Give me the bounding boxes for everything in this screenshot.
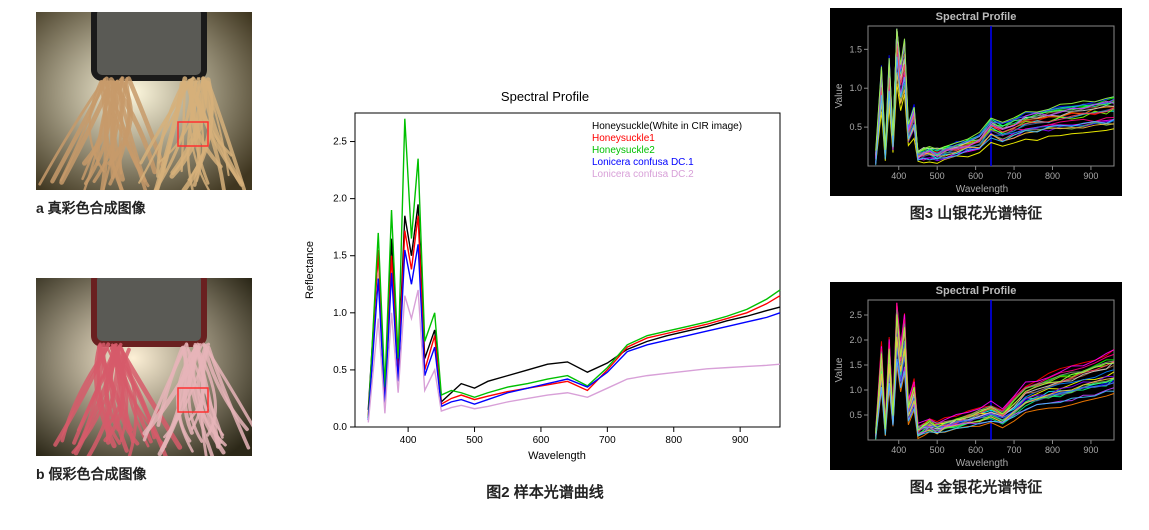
svg-text:2.5: 2.5 (333, 137, 347, 148)
svg-text:2.0: 2.0 (849, 335, 862, 345)
svg-text:900: 900 (732, 435, 749, 446)
false-color-composite-image (36, 278, 252, 456)
svg-text:400: 400 (891, 171, 906, 181)
svg-text:1.0: 1.0 (849, 385, 862, 395)
chart2-caption: 图2 样本光谱曲线 (295, 481, 795, 502)
svg-text:Wavelength: Wavelength (956, 184, 1008, 195)
spectral-profile-chart: Spectral Profile 400 500 600 700 800 900 0.0 0.5… (295, 85, 795, 475)
svg-text:Spectral Profile: Spectral Profile (501, 89, 589, 104)
svg-text:0.5: 0.5 (849, 410, 862, 420)
shanyinhua-spectral-chart: Spectral Profile 400 500 600 700 800 900 0.5 1.0… (830, 8, 1122, 196)
svg-text:1.5: 1.5 (333, 251, 347, 262)
svg-text:1.5: 1.5 (849, 360, 862, 370)
svg-text:500: 500 (466, 435, 483, 446)
true-color-composite-image (36, 12, 252, 190)
svg-text:600: 600 (533, 435, 550, 446)
svg-text:0.5: 0.5 (333, 365, 347, 376)
svg-text:700: 700 (1007, 445, 1022, 455)
svg-text:Honeysuckle(White in CIR image: Honeysuckle(White in CIR image) (592, 121, 742, 132)
svg-text:Spectral Profile: Spectral Profile (936, 285, 1017, 297)
svg-text:1.5: 1.5 (849, 44, 862, 54)
svg-text:1.0: 1.0 (333, 308, 347, 319)
svg-text:0.5: 0.5 (849, 122, 862, 132)
svg-text:Lonicera confusa DC.2: Lonicera confusa DC.2 (592, 169, 694, 180)
svg-text:Lonicera confusa DC.1: Lonicera confusa DC.1 (592, 157, 694, 168)
panel-b-caption: b 假彩色合成图像 (36, 464, 252, 484)
svg-text:500: 500 (930, 171, 945, 181)
svg-text:800: 800 (665, 435, 682, 446)
svg-text:0.0: 0.0 (333, 422, 347, 433)
svg-text:Honeysuckle1: Honeysuckle1 (592, 133, 655, 144)
svg-text:Wavelength: Wavelength (528, 450, 586, 462)
svg-text:Value: Value (834, 357, 845, 382)
svg-text:500: 500 (930, 445, 945, 455)
svg-text:2.0: 2.0 (333, 194, 347, 205)
svg-text:700: 700 (599, 435, 616, 446)
svg-text:800: 800 (1045, 171, 1060, 181)
svg-text:900: 900 (1083, 445, 1098, 455)
svg-text:1.0: 1.0 (849, 83, 862, 93)
svg-text:700: 700 (1007, 171, 1022, 181)
chart4-caption: 图4 金银花光谱特征 (830, 476, 1122, 497)
svg-text:Value: Value (834, 83, 845, 108)
svg-text:Honeysuckle2: Honeysuckle2 (592, 145, 655, 156)
svg-text:Reflectance: Reflectance (304, 241, 316, 299)
svg-text:900: 900 (1083, 171, 1098, 181)
jinyinhua-spectral-chart: Spectral Profile 400 500 600 700 800 900 0.5 1.0… (830, 282, 1122, 470)
svg-text:800: 800 (1045, 445, 1060, 455)
svg-text:400: 400 (400, 435, 417, 446)
svg-text:400: 400 (891, 445, 906, 455)
svg-text:600: 600 (968, 445, 983, 455)
panel-a-caption: a 真彩色合成图像 (36, 198, 252, 218)
svg-text:Wavelength: Wavelength (956, 458, 1008, 469)
svg-text:600: 600 (968, 171, 983, 181)
svg-text:Spectral Profile: Spectral Profile (936, 11, 1017, 23)
chart3-caption: 图3 山银花光谱特征 (830, 202, 1122, 223)
svg-text:2.5: 2.5 (849, 310, 862, 320)
